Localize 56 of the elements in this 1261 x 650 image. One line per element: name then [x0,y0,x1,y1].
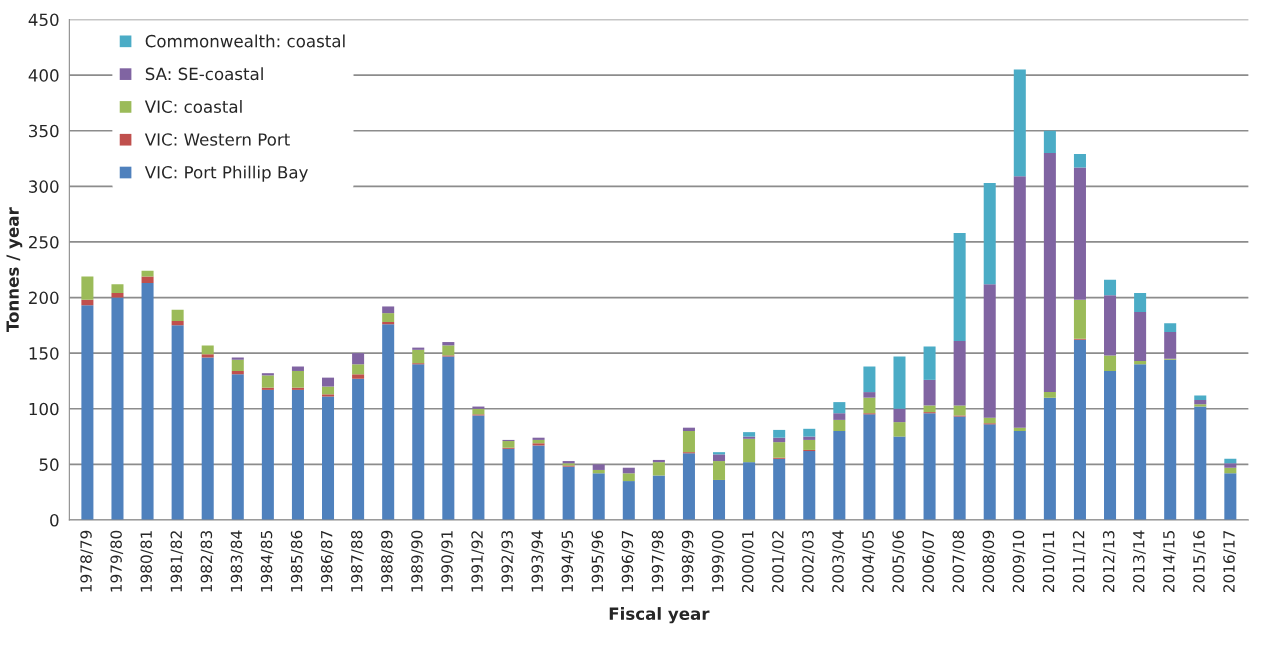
y-tick-label: 200 [29,291,59,305]
x-tick-label: 2010/11 [1042,531,1056,593]
x-tick-label: 2007/08 [952,530,966,593]
x-tick-label: 1981/82 [170,531,184,592]
x-tick-label: 2003/04 [832,530,845,593]
x-tick-label: 1980/81 [140,531,154,592]
x-tick-label: 1999/00 [711,530,725,592]
legend-label: Commonwealth: coastal [145,34,345,48]
legend-label: VIC: Port Phillip Bay [144,165,308,182]
x-tick-label: 1978/79 [80,530,94,592]
x-tick-label: 1994/95 [561,531,575,592]
x-tick-label: 2000/01 [741,531,755,593]
y-tick-label: 400 [28,69,59,82]
x-tick-label: 2006/07 [922,531,936,593]
x-tick-label: 1998/99 [681,530,695,592]
legend-label: VIC: Western Port [144,133,290,146]
x-tick-label: 1983/84 [230,530,244,592]
x-tick-label: 2013/14 [1132,530,1146,593]
y-tick-label: 250 [29,235,59,249]
y-tick-label: 450 [28,13,59,27]
x-tick-label: 1993/94 [531,530,545,592]
x-axis-title: Fiscal year [609,607,710,624]
y-tick-label: 50 [39,458,59,471]
x-tick-label: 1982/83 [200,530,214,592]
x-tick-label: 2002/03 [802,530,815,593]
x-tick-label: 2012/13 [1102,530,1116,593]
x-tick-label: 1997/98 [651,530,665,592]
x-tick-label: 1987/88 [350,530,364,592]
x-tick-label: 2014/15 [1163,531,1176,593]
y-tick-label: 0 [50,513,59,527]
legend-label: SA: SE-coastal [145,67,263,81]
x-tick-label: 1984/85 [260,531,274,592]
x-tick-label: 2008/09 [982,530,996,593]
x-tick-label: 1991/92 [471,531,485,592]
x-tick-label: 1990/91 [441,531,454,592]
x-tick-label: 2005/06 [892,530,906,593]
y-tick-label: 300 [29,180,59,193]
x-tick-label: 1986/87 [320,531,334,592]
legend-label: VIC: coastal [144,100,242,113]
x-tick-label: 1988/89 [381,530,394,592]
y-tick-label: 150 [29,347,59,360]
x-tick-label: 2004/05 [862,531,876,593]
x-tick-label: 2015/16 [1193,530,1206,593]
y-tick-label: 350 [29,124,59,138]
x-tick-label: 2009/10 [1012,530,1026,593]
x-tick-label: 1992/93 [501,530,515,592]
x-tick-label: 1989/90 [411,530,424,592]
x-tick-label: 1995/96 [591,530,605,592]
x-tick-label: 1985/86 [290,530,304,592]
x-tick-label: 1996/97 [621,531,635,592]
x-tick-label: 2011/12 [1072,531,1086,593]
y-axis-title: Tonnes / year [6,207,23,333]
x-tick-label: 1979/80 [110,530,124,592]
y-tick-label: 100 [29,402,59,416]
x-tick-label: 2016/17 [1223,531,1236,593]
x-tick-label: 2001/02 [772,531,785,593]
